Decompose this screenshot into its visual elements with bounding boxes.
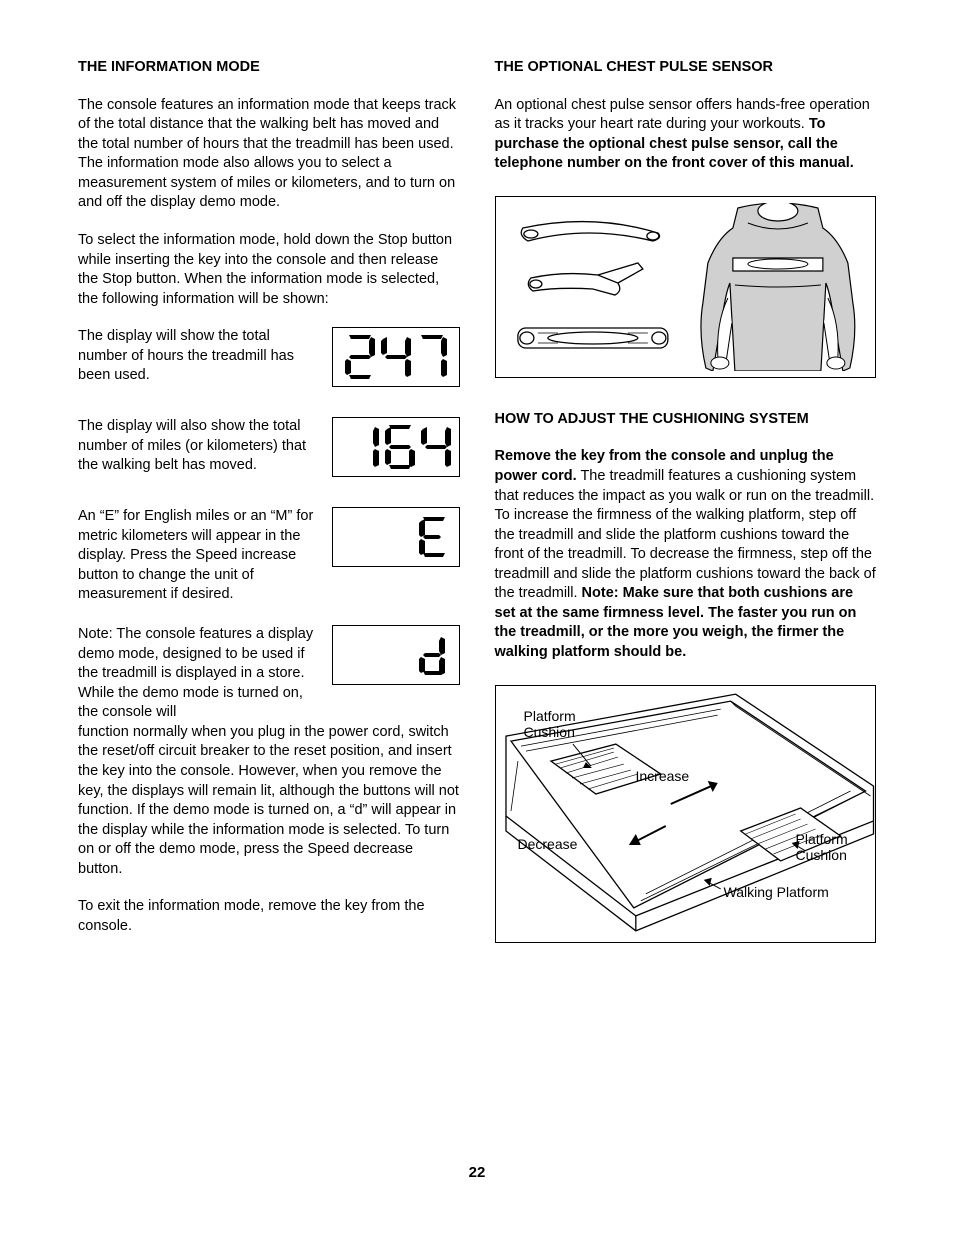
label-platform-cushion-2: Platform Cushion <box>796 831 848 863</box>
label-walking-platform: Walking Platform <box>724 884 829 900</box>
chest-sensor-heading: THE OPTIONAL CHEST PULSE SENSOR <box>495 58 877 78</box>
digit-e <box>343 513 451 561</box>
right-column: THE OPTIONAL CHEST PULSE SENSOR An optio… <box>495 58 877 954</box>
chest-strap-diagram <box>502 203 684 371</box>
label-increase: Increase <box>636 768 690 784</box>
left-column: THE INFORMATION MODE The console feature… <box>78 58 460 954</box>
cushioning-p1-text: The treadmill features a cushioning syst… <box>495 468 876 601</box>
chest-torso-diagram <box>687 203 869 371</box>
lcd-demo <box>332 625 460 685</box>
info-mode-p3: function normally when you plug in the p… <box>78 723 460 880</box>
info-row-hours: The display will show the total number o… <box>78 327 460 387</box>
lcd-units <box>332 507 460 567</box>
lcd-hours <box>332 327 460 387</box>
label-decrease: Decrease <box>518 836 578 852</box>
label-platform-cushion-1: Platform Cushion <box>524 708 576 740</box>
info-mode-p1: The console features an information mode… <box>78 96 460 213</box>
chest-sensor-illustration <box>495 196 877 378</box>
lcd-miles <box>332 417 460 477</box>
info-row-miles: The display will also show the total num… <box>78 417 460 477</box>
info-row-miles-text: The display will also show the total num… <box>78 417 320 476</box>
page-number: 22 <box>0 1163 954 1183</box>
info-row-demo: Note: The console features a display dem… <box>78 625 460 723</box>
info-mode-p2: To select the information mode, hold dow… <box>78 231 460 309</box>
info-mode-heading: THE INFORMATION MODE <box>78 58 460 78</box>
info-row-units-text: An “E” for English miles or an “M” for m… <box>78 507 320 605</box>
digit-247 <box>343 333 451 381</box>
digit-164 <box>343 423 451 471</box>
cushioning-p1: Remove the key from the console and unpl… <box>495 447 877 662</box>
chest-sensor-p1: An optional chest pulse sensor offers ha… <box>495 96 877 174</box>
info-row-demo-text: Note: The console features a display dem… <box>78 625 320 723</box>
info-row-units: An “E” for English miles or an “M” for m… <box>78 507 460 605</box>
treadmill-illustration: Platform Cushion Increase Decrease Platf… <box>495 685 877 943</box>
info-mode-p4: To exit the information mode, remove the… <box>78 897 460 936</box>
cushioning-heading: HOW TO ADJUST THE CUSHIONING SYSTEM <box>495 410 877 430</box>
info-row-hours-text: The display will show the total number o… <box>78 327 320 386</box>
digit-d <box>343 631 451 679</box>
